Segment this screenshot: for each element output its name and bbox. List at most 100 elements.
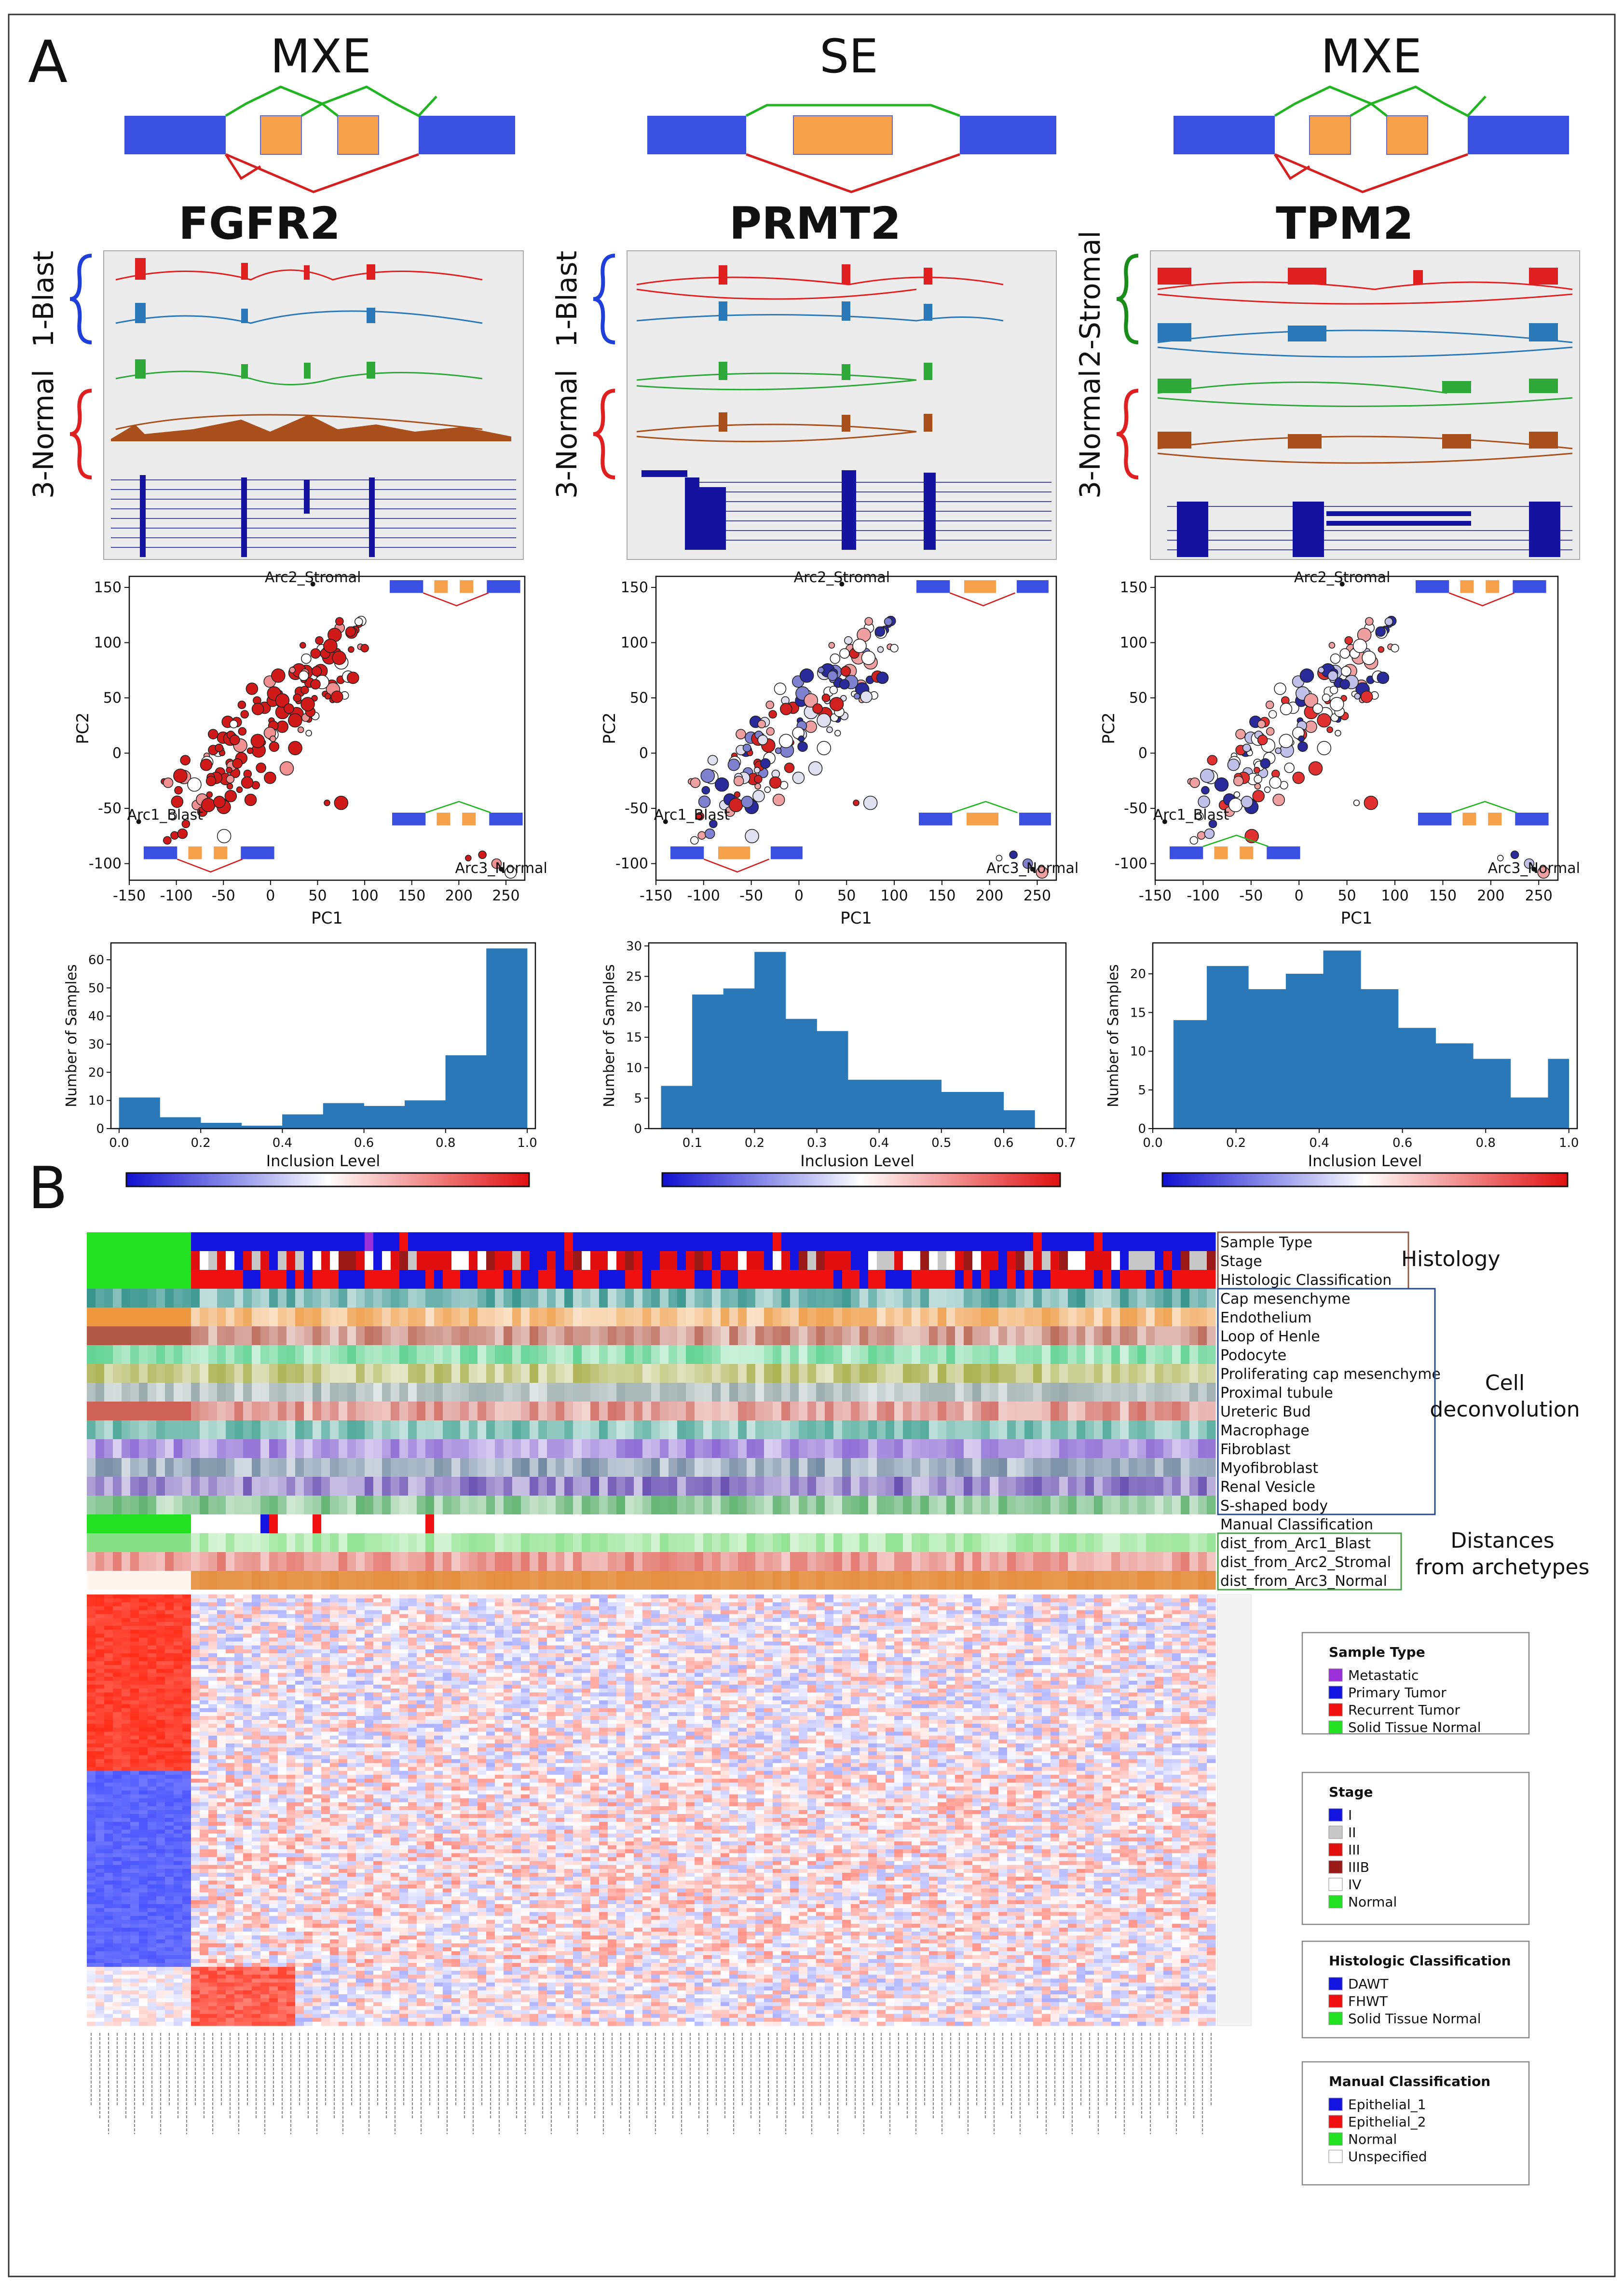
heatmap-cell: [816, 1634, 825, 1638]
heatmap-cell: [278, 1610, 287, 1615]
heatmap-cell: [295, 1514, 304, 1533]
heatmap-cell: [929, 1326, 938, 1345]
heatmap-cell: [122, 1552, 131, 1571]
heatmap-cell: [226, 1345, 235, 1364]
heatmap-cell: [1024, 1571, 1034, 1590]
heatmap-cell: [87, 1270, 96, 1289]
histogram-bar: [1285, 973, 1324, 1129]
heatmap-cell: [521, 1496, 530, 1514]
mini-exon: [1460, 580, 1474, 593]
heatmap-cell: [486, 1270, 495, 1289]
heatmap-cell: [781, 1634, 791, 1638]
heatmap-cell: [443, 1614, 452, 1619]
heatmap-cell: [860, 1610, 869, 1615]
heatmap-cell: [1146, 1251, 1155, 1270]
heatmap-cell: [1155, 1270, 1164, 1289]
heatmap-cell: [1094, 1383, 1103, 1402]
heatmap-cell: [165, 1345, 174, 1364]
heatmap-cell: [382, 1270, 391, 1289]
heatmap-cell: [104, 1533, 113, 1552]
heatmap-cell: [104, 1610, 113, 1615]
sashimi-3: [1150, 250, 1580, 560]
heatmap-cell: [87, 1630, 96, 1634]
heatmap-cell: [512, 1383, 521, 1402]
heatmap-cell: [538, 1552, 547, 1571]
heatmap-cell: [599, 1308, 608, 1326]
pca-point: [354, 617, 363, 626]
heatmap-cell: [1042, 1610, 1051, 1615]
heatmap-cell: [486, 1630, 495, 1634]
heatmap-cell: [139, 1402, 148, 1420]
heatmap-cell: [1007, 1308, 1016, 1326]
heatmap-cell: [243, 1420, 252, 1439]
heatmap-cell: [790, 1552, 799, 1571]
heatmap-cell: [182, 1626, 191, 1630]
heatmap-cell: [790, 1514, 799, 1533]
heatmap-cell: [582, 1345, 591, 1364]
heatmap-cell: [1068, 1552, 1077, 1571]
heatmap-cell: [495, 1439, 504, 1458]
heatmap-cell: [130, 1270, 139, 1289]
heatmap-cell: [825, 1326, 834, 1345]
heatmap-cell: [356, 1364, 365, 1383]
heatmap-cell: [478, 1439, 487, 1458]
heatmap-cell: [304, 1383, 313, 1402]
heatmap-cell: [417, 1514, 426, 1533]
pca-point: [1322, 694, 1331, 702]
x-tick-label: -50: [212, 887, 235, 904]
heatmap-cell: [417, 1606, 426, 1611]
heatmap-cell: [425, 1641, 435, 1646]
pca-axes-frame: [1154, 575, 1559, 881]
heatmap-cell: [200, 1594, 209, 1599]
heatmap-cell: [200, 1308, 209, 1326]
pca-point: [698, 795, 711, 808]
heatmap-cell: [886, 1533, 895, 1552]
heatmap-cell: [260, 1594, 270, 1599]
heatmap-cell: [695, 1345, 704, 1364]
heatmap-cell: [651, 1458, 660, 1477]
pca-point: [840, 666, 851, 677]
heatmap-cell: [912, 1614, 921, 1619]
heatmap-cell: [1059, 1602, 1068, 1607]
pca-point: [769, 776, 782, 789]
heatmap-cell: [339, 1270, 348, 1289]
heatmap-cell: [790, 1289, 799, 1308]
heatmap-cell: [130, 1251, 139, 1270]
heatmap-cell: [1198, 1598, 1207, 1603]
heatmap-cell: [599, 1270, 608, 1289]
heatmap-cell: [608, 1594, 617, 1599]
heatmap-cell: [200, 1458, 209, 1477]
heatmap-cell: [642, 1439, 652, 1458]
heatmap-cell: [833, 1232, 843, 1251]
heatmap-cell: [356, 1514, 365, 1533]
heatmap-cell: [851, 1345, 860, 1364]
heatmap-cell: [642, 1626, 652, 1630]
heatmap-cell: [278, 1630, 287, 1634]
heatmap-cell: [139, 1630, 148, 1634]
heatmap-cell: [226, 1514, 235, 1533]
heatmap-cell: [1120, 1289, 1129, 1308]
heatmap-cell: [538, 1439, 547, 1458]
heatmap-cell: [226, 1618, 235, 1622]
heatmap-cell: [295, 1618, 304, 1622]
heatmap-cell: [738, 1533, 747, 1552]
heatmap-cell: [278, 1420, 287, 1439]
heatmap-cell: [1146, 1606, 1155, 1611]
heatmap-cell: [478, 1458, 487, 1477]
heatmap-cell: [304, 1618, 313, 1622]
heatmap-cell: [790, 1634, 799, 1638]
heatmap-cell: [1172, 1618, 1181, 1622]
heatmap-cell: [990, 1232, 999, 1251]
heatmap-cell: [929, 1626, 938, 1630]
heatmap-cell: [807, 1634, 817, 1638]
heatmap-cell: [365, 1326, 374, 1345]
x-tick-label: 0.4: [1309, 1136, 1329, 1150]
heatmap-cell: [590, 1634, 600, 1638]
heatmap-cell: [260, 1618, 270, 1622]
heatmap-cell: [278, 1514, 287, 1533]
heatmap-cell: [964, 1552, 973, 1571]
histogram-bar: [1323, 950, 1361, 1129]
heatmap-cell: [365, 1251, 374, 1270]
heatmap-cell: [1111, 1402, 1120, 1420]
heatmap-cell: [851, 1598, 860, 1603]
